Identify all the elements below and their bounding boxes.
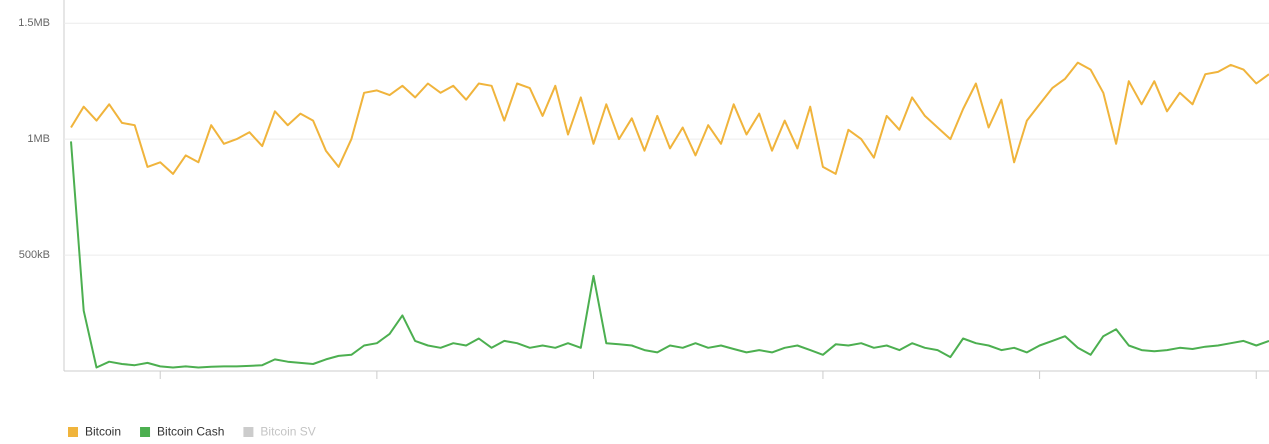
legend-swatch [140,427,151,437]
x-tick-label: May [367,383,386,394]
x-labels: 2019 May Sep 2020 May Sep [147,383,1266,402]
legend-label: Bitcoin Cash [157,425,224,439]
series-line [70,61,1269,175]
legend-swatch [243,427,254,437]
x-tick-label: May [1030,383,1049,394]
y-tick-label: 500kB [19,249,50,261]
legend-label: Bitcoin SV [260,425,315,439]
x-tick-label: Sep [1247,383,1265,394]
y-tick-label: 1.5MB [18,17,50,29]
legend-label: Bitcoin [85,425,121,439]
x-tick-label: Sep [585,383,603,394]
x-tick-label: 2019 [147,387,174,401]
x-tick-label: 2020 [810,387,837,401]
legend-swatch [68,427,78,437]
y-tick-label: 1MB [27,133,50,145]
series-line [70,141,1269,369]
